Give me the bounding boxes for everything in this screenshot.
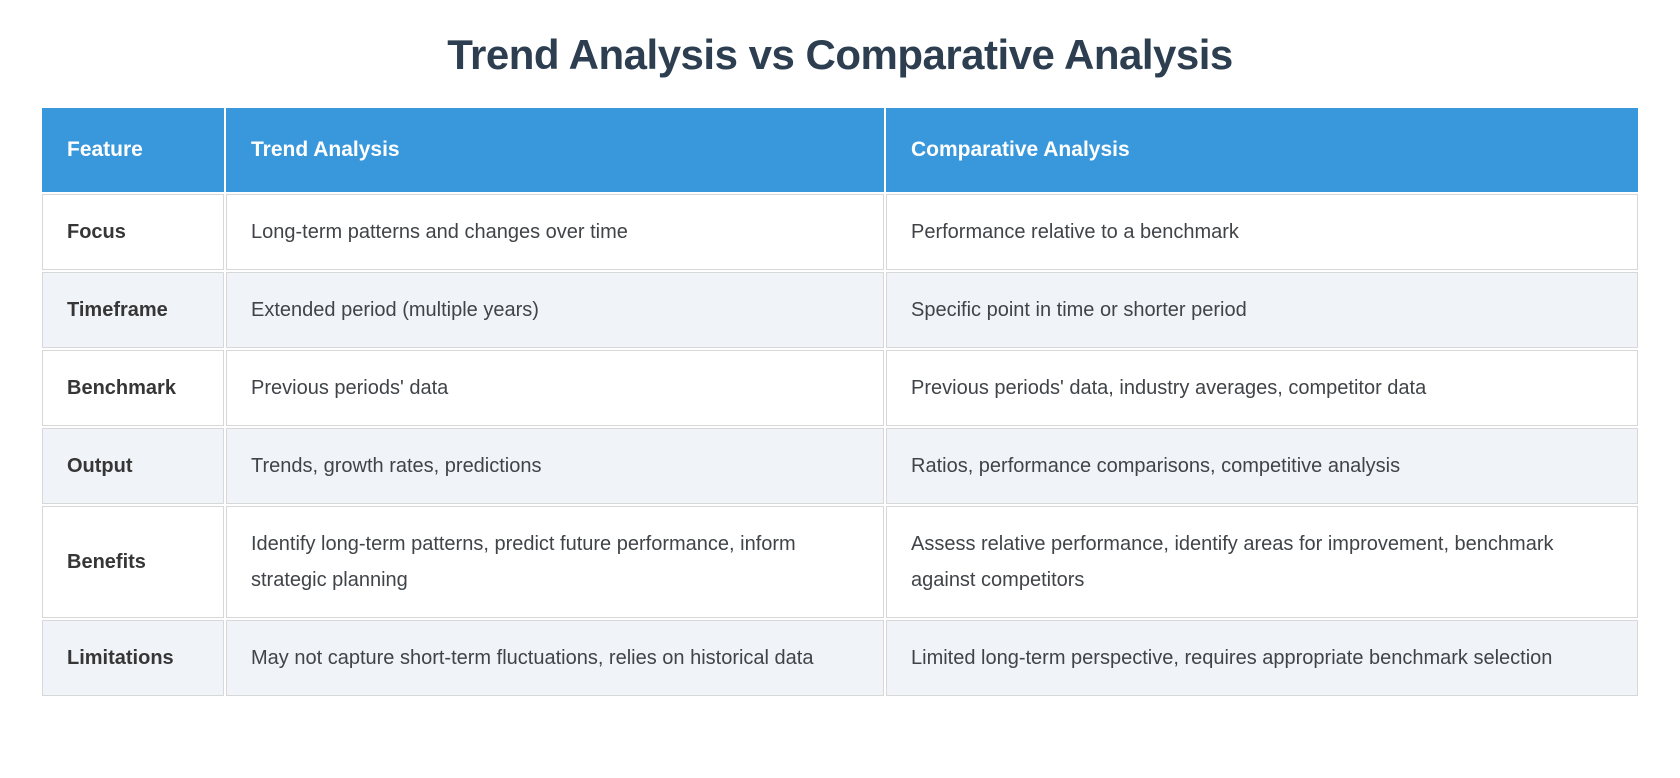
cell-benefits-trend: Identify long-term patterns, predict fut… <box>226 506 884 618</box>
cell-limitations-comparative: Limited long-term perspective, requires … <box>886 620 1638 696</box>
cell-benchmark-comparative: Previous periods' data, industry average… <box>886 350 1638 426</box>
table-header-row: Feature Trend Analysis Comparative Analy… <box>42 108 1638 192</box>
cell-timeframe-comparative: Specific point in time or shorter period <box>886 272 1638 348</box>
row-label-focus: Focus <box>42 194 224 270</box>
column-header-trend-analysis: Trend Analysis <box>226 108 884 192</box>
table-row-timeframe: Timeframe Extended period (multiple year… <box>42 272 1638 348</box>
row-label-benefits: Benefits <box>42 506 224 618</box>
cell-output-comparative: Ratios, performance comparisons, competi… <box>886 428 1638 504</box>
row-label-output: Output <box>42 428 224 504</box>
comparison-table: Feature Trend Analysis Comparative Analy… <box>40 106 1640 698</box>
cell-benefits-comparative: Assess relative performance, identify ar… <box>886 506 1638 618</box>
cell-focus-trend: Long-term patterns and changes over time <box>226 194 884 270</box>
cell-focus-comparative: Performance relative to a benchmark <box>886 194 1638 270</box>
row-label-benchmark: Benchmark <box>42 350 224 426</box>
table-row-limitations: Limitations May not capture short-term f… <box>42 620 1638 696</box>
column-header-comparative-analysis: Comparative Analysis <box>886 108 1638 192</box>
column-header-feature: Feature <box>42 108 224 192</box>
cell-timeframe-trend: Extended period (multiple years) <box>226 272 884 348</box>
table-row-output: Output Trends, growth rates, predictions… <box>42 428 1638 504</box>
row-label-limitations: Limitations <box>42 620 224 696</box>
page-title: Trend Analysis vs Comparative Analysis <box>447 31 1233 78</box>
cell-limitations-trend: May not capture short-term fluctuations,… <box>226 620 884 696</box>
table-row-benchmark: Benchmark Previous periods' data Previou… <box>42 350 1638 426</box>
cell-benchmark-trend: Previous periods' data <box>226 350 884 426</box>
row-label-timeframe: Timeframe <box>42 272 224 348</box>
cell-output-trend: Trends, growth rates, predictions <box>226 428 884 504</box>
table-row-focus: Focus Long-term patterns and changes ove… <box>42 194 1638 270</box>
table-row-benefits: Benefits Identify long-term patterns, pr… <box>42 506 1638 618</box>
